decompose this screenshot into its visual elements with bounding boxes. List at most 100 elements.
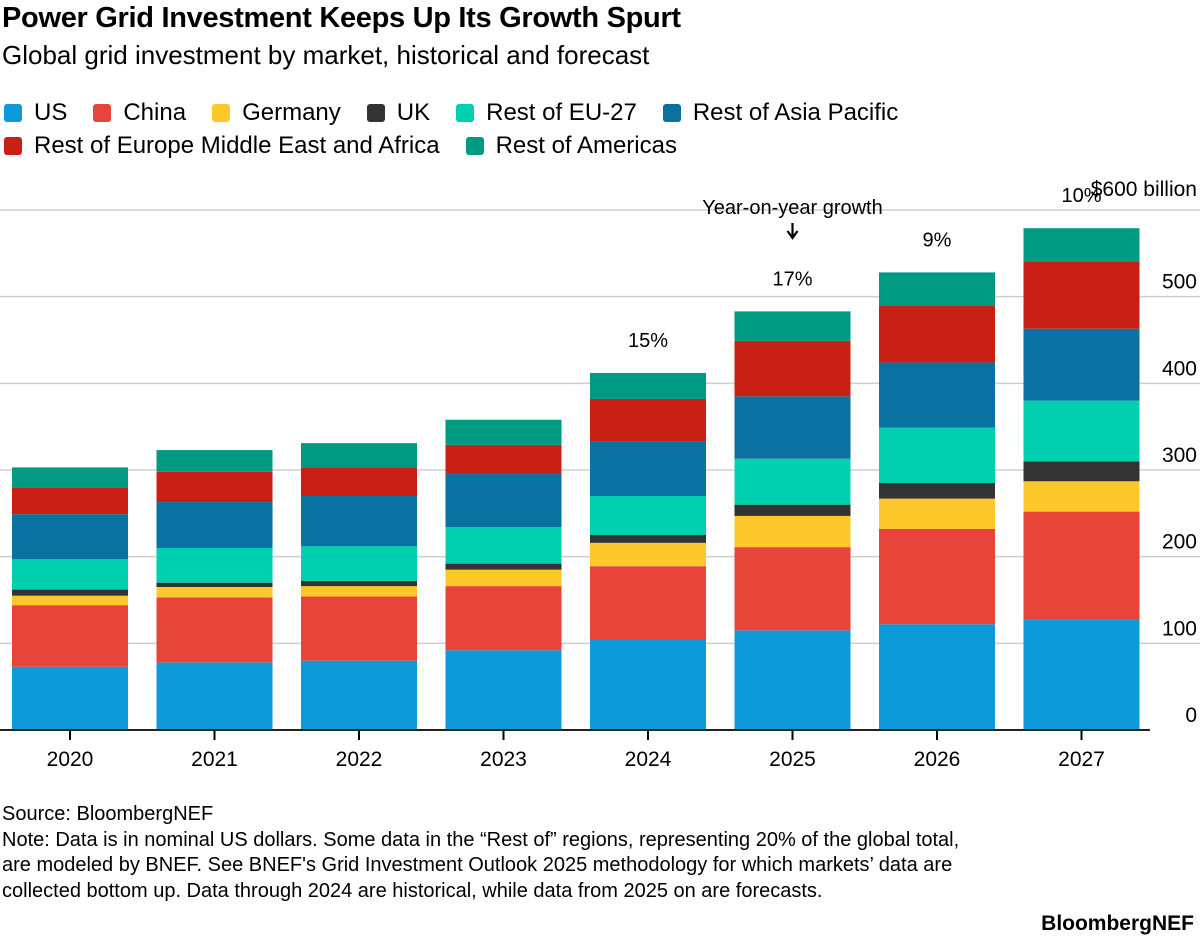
bar-segment-rest-of-asia-pacific bbox=[12, 514, 128, 560]
x-tick-label: 2020 bbox=[47, 748, 94, 771]
bar-segment-rest-of-europe-middle-east-and-africa bbox=[12, 487, 128, 515]
legend-swatch bbox=[366, 104, 385, 122]
bar-segment-china bbox=[445, 586, 562, 651]
growth-label: 10% bbox=[1061, 185, 1101, 207]
bar-segment-china bbox=[734, 547, 851, 631]
bar-segment-china bbox=[590, 566, 706, 639]
bar-segment-germany bbox=[12, 595, 128, 606]
bar-segment-uk bbox=[445, 563, 562, 570]
bar-segment-rest-of-eu-27 bbox=[734, 458, 851, 505]
y-tick-label: 400 bbox=[1162, 357, 1197, 380]
legend-label: Rest of EU-27 bbox=[486, 99, 637, 126]
bar-segment-uk bbox=[590, 535, 706, 543]
bar-segment-china bbox=[879, 528, 995, 625]
bar-segment-rest-of-eu-27 bbox=[12, 559, 128, 590]
bar-segment-rest-of-eu-27 bbox=[590, 496, 706, 535]
growth-label: 15% bbox=[628, 330, 668, 352]
bar-segment-rest-of-eu-27 bbox=[301, 546, 417, 581]
legend-item: China bbox=[93, 96, 186, 129]
legend: US China Germany UK Rest of EU-27 Rest of Asi… bbox=[4, 96, 1004, 162]
bar-segment-us bbox=[590, 639, 706, 730]
chart-title: Power Grid Investment Keeps Up Its Growt… bbox=[2, 2, 681, 34]
bar-segment-germany bbox=[445, 569, 562, 587]
legend-item: US bbox=[4, 96, 67, 129]
bar-segment-rest-of-americas bbox=[734, 311, 851, 341]
bar-segment-rest-of-asia-pacific bbox=[1023, 328, 1140, 401]
bar-segment-uk bbox=[12, 589, 128, 596]
legend-item: Rest of Asia Pacific bbox=[662, 96, 898, 129]
down-arrow-icon bbox=[786, 223, 799, 240]
legend-label: UK bbox=[396, 99, 431, 126]
legend-label: Germany bbox=[242, 99, 341, 126]
y-tick-label: 500 bbox=[1162, 271, 1197, 294]
bar-segment-rest-of-americas bbox=[156, 450, 273, 472]
chart-subtitle: Global grid investment by market, histor… bbox=[2, 40, 650, 70]
legend-item: Rest of Europe Middle East and Africa bbox=[4, 129, 440, 162]
bar-segment-uk bbox=[879, 483, 995, 499]
legend-label: US bbox=[34, 99, 68, 126]
bar-segment-china bbox=[1023, 511, 1140, 620]
x-tick-label: 2023 bbox=[480, 748, 527, 771]
x-tick-label: 2026 bbox=[914, 748, 961, 771]
bar-segment-rest-of-americas bbox=[879, 272, 995, 306]
bar-segment-rest-of-eu-27 bbox=[156, 548, 273, 583]
bar-segment-rest-of-europe-middle-east-and-africa bbox=[1023, 262, 1140, 329]
legend-item: Germany bbox=[212, 96, 341, 129]
bar-segment-rest-of-eu-27 bbox=[445, 527, 562, 564]
legend-swatch bbox=[662, 104, 681, 122]
y-tick-label: $600 billion bbox=[1091, 178, 1197, 201]
bar-segment-rest-of-europe-middle-east-and-africa bbox=[879, 305, 995, 363]
bar-segment-uk bbox=[1023, 461, 1140, 482]
bar-segment-rest-of-americas bbox=[445, 419, 562, 445]
bar-segment-rest-of-asia-pacific bbox=[734, 396, 851, 459]
y-tick-label: 300 bbox=[1162, 444, 1197, 467]
bar-segment-rest-of-asia-pacific bbox=[590, 441, 706, 496]
bar-segment-us bbox=[301, 660, 417, 730]
bar-segment-germany bbox=[156, 587, 273, 598]
legend-swatch bbox=[456, 104, 475, 122]
bar-segment-us bbox=[12, 666, 128, 730]
bar-segment-rest-of-americas bbox=[301, 443, 417, 468]
bar-segment-uk bbox=[301, 580, 417, 587]
x-tick-label: 2025 bbox=[769, 748, 816, 771]
bar-segment-rest-of-europe-middle-east-and-africa bbox=[301, 467, 417, 496]
bar-segment-us bbox=[445, 650, 562, 730]
bar-segment-uk bbox=[156, 582, 273, 587]
y-tick-label: 0 bbox=[1185, 704, 1197, 727]
growth-label: 9% bbox=[923, 229, 952, 251]
bar-segment-china bbox=[156, 597, 273, 663]
footer: Source: BloombergNEF Note: Data is in no… bbox=[2, 802, 992, 904]
bar-segment-us bbox=[1023, 619, 1140, 730]
x-tick-label: 2027 bbox=[1058, 748, 1105, 771]
bar-segment-china bbox=[301, 596, 417, 661]
bar-segment-germany bbox=[879, 498, 995, 529]
legend-swatch bbox=[212, 104, 231, 122]
note-text: Note: Data is in nominal US dollars. Som… bbox=[2, 828, 960, 902]
bar-segment-china bbox=[12, 605, 128, 667]
legend-swatch bbox=[4, 104, 22, 122]
bar-segment-rest-of-eu-27 bbox=[1023, 400, 1140, 462]
bar-segment-rest-of-asia-pacific bbox=[445, 473, 562, 528]
bar-segment-rest-of-eu-27 bbox=[879, 427, 995, 483]
bar-segment-rest-of-asia-pacific bbox=[301, 496, 417, 547]
growth-annotation-title: Year-on-year growth bbox=[702, 197, 882, 219]
bar-segment-rest-of-europe-middle-east-and-africa bbox=[734, 340, 851, 397]
brand-logo: BloombergNEF bbox=[1041, 912, 1194, 935]
legend-label: Rest of Americas bbox=[495, 132, 677, 159]
bar-segment-germany bbox=[734, 515, 851, 548]
bar-segment-rest-of-asia-pacific bbox=[879, 362, 995, 428]
legend-label: Rest of Europe Middle East and Africa bbox=[34, 132, 440, 159]
bar-segment-us bbox=[734, 630, 851, 730]
x-tick-label: 2021 bbox=[191, 748, 238, 771]
legend-item: UK bbox=[366, 96, 431, 129]
bar-segment-rest-of-europe-middle-east-and-africa bbox=[590, 398, 706, 442]
bar-segment-germany bbox=[301, 586, 417, 597]
legend-label: China bbox=[123, 99, 187, 126]
bar-segment-us bbox=[156, 662, 273, 730]
bar-segment-germany bbox=[590, 542, 706, 567]
y-tick-label: 100 bbox=[1162, 617, 1197, 640]
source-text: Source: BloombergNEF bbox=[2, 803, 214, 825]
legend-item: Rest of EU-27 bbox=[456, 96, 637, 129]
